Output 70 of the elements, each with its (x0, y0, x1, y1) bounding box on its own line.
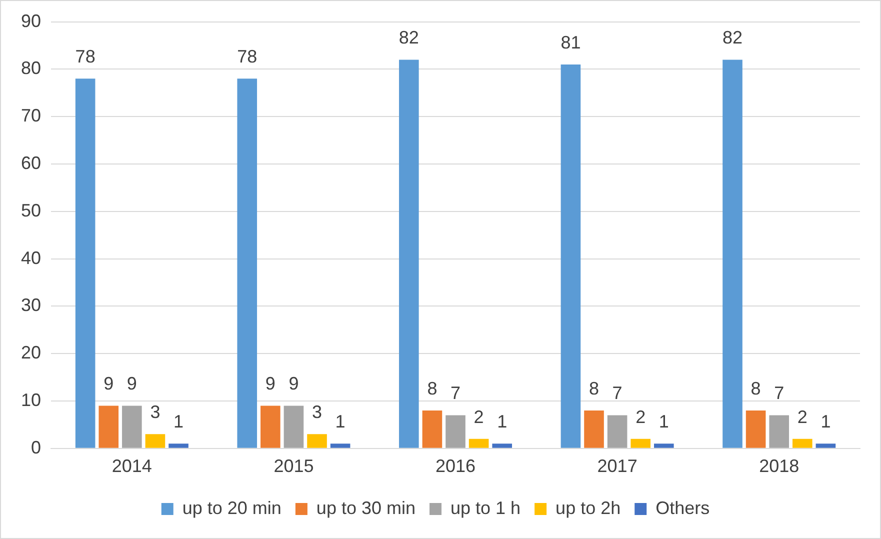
bar (769, 415, 790, 448)
data-label: 81 (560, 32, 581, 52)
bar (607, 415, 628, 448)
x-tick-label: 2014 (112, 456, 152, 476)
bar (98, 406, 119, 448)
data-label: 7 (612, 383, 622, 404)
y-tick-label: 70 (20, 106, 42, 126)
bar (284, 406, 304, 448)
bar (654, 444, 674, 448)
data-label: 7 (450, 383, 461, 404)
legend-label: up to 2h (556, 498, 621, 518)
bar (399, 60, 419, 448)
data-label: 3 (312, 402, 322, 422)
data-label: 9 (126, 374, 137, 394)
legend-label: up to 30 min (316, 498, 416, 518)
y-tick-label: 60 (20, 152, 42, 173)
bar (237, 78, 258, 448)
x-tick-label: 2015 (274, 456, 314, 476)
bar (468, 438, 489, 448)
data-label: 7 (774, 383, 784, 404)
data-label: 8 (427, 378, 438, 398)
bar (260, 406, 280, 448)
data-label: 82 (722, 28, 743, 48)
data-label: 9 (265, 374, 276, 394)
data-label: 8 (750, 378, 761, 398)
bar (816, 444, 836, 448)
x-tick-label: 2018 (759, 456, 800, 476)
bar (422, 410, 442, 448)
bar (330, 444, 350, 448)
data-label: 2 (797, 406, 808, 427)
y-tick-label: 40 (20, 248, 42, 268)
y-tick-label: 20 (20, 342, 42, 363)
bar (307, 434, 327, 448)
data-label: 1 (658, 412, 669, 432)
data-label: 9 (288, 374, 299, 394)
bar (722, 60, 742, 448)
bar (492, 444, 512, 448)
y-tick-label: 90 (20, 10, 42, 31)
bar (168, 444, 188, 448)
bar (630, 438, 651, 448)
bar (75, 78, 96, 448)
legend-label: up to 1 h (450, 498, 521, 518)
bar (584, 410, 604, 448)
bar (122, 406, 142, 448)
bar (792, 438, 812, 448)
x-tick-label: 2016 (435, 456, 476, 476)
data-label: 3 (150, 402, 160, 422)
y-tick-label: 30 (20, 295, 42, 316)
legend-label: up to 20 min (182, 498, 282, 518)
data-label: 1 (820, 412, 831, 432)
bar (746, 410, 766, 448)
data-label: 82 (398, 28, 419, 48)
data-label: 8 (589, 378, 600, 398)
data-label: 2 (636, 406, 646, 427)
x-tick-label: 2017 (597, 456, 638, 476)
y-tick-label: 80 (20, 58, 42, 78)
data-label: 1 (174, 412, 184, 432)
data-label: 78 (237, 46, 258, 67)
legend-label: Others (656, 498, 710, 518)
bar (145, 434, 166, 448)
data-label: 1 (335, 412, 346, 432)
data-label: 78 (75, 46, 96, 67)
data-label: 9 (104, 374, 114, 394)
y-tick-label: 0 (31, 437, 42, 458)
data-label: 1 (497, 412, 508, 432)
bar (446, 415, 466, 448)
y-tick-label: 50 (20, 200, 42, 220)
bar (560, 64, 581, 448)
y-tick-label: 10 (20, 390, 42, 410)
data-label: 2 (474, 406, 484, 427)
